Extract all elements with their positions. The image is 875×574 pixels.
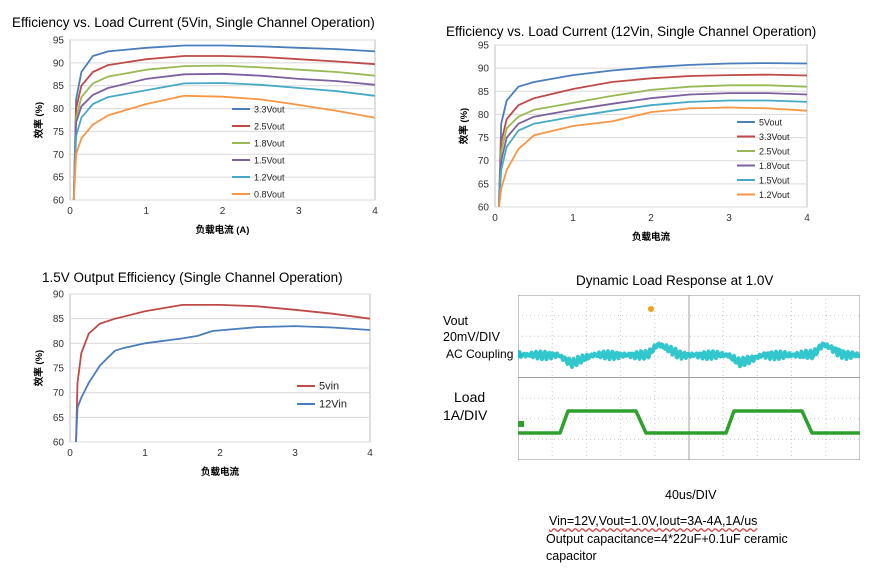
x-tick-label: 2 xyxy=(217,448,223,459)
chart3-title: 1.5V Output Efficiency (Single Channel O… xyxy=(42,270,343,285)
vout-label: Vout xyxy=(443,314,469,328)
legend-label: 2.5Vout xyxy=(254,122,285,132)
y-tick-label: 70 xyxy=(53,388,65,399)
chart2-plot: 60 65 70 75 80 85 90 95 0 1 2 3 4 负载电流 效率 (%) 5Vout 3.3V… xyxy=(458,41,810,244)
x-tick-label: 0 xyxy=(67,206,73,217)
legend-label: 1.2Vout xyxy=(254,173,285,183)
chart1-title: Efficiency vs. Load Current (5Vin, Singl… xyxy=(12,15,375,30)
x-tick-label: 1 xyxy=(143,206,149,217)
y-tick-label: 85 xyxy=(53,81,65,92)
y-axis-label: 效率 (%) xyxy=(33,350,45,386)
legend-label: 5vin xyxy=(319,381,339,393)
x-tick-label: 1 xyxy=(142,448,148,459)
y-tick-label: 95 xyxy=(53,36,65,47)
x-tick-label: 1 xyxy=(570,213,576,224)
vout-trace xyxy=(518,341,860,369)
y-tick-label: 60 xyxy=(478,203,490,214)
legend-label: 12Vin xyxy=(319,399,347,411)
conditions-text1: Vin=12V,Vout=1.0V,Iout=3A-4A,1A/us xyxy=(549,514,758,528)
x-axis-label: 负载电流 xyxy=(632,231,671,243)
x-axis-label: 负载电流 xyxy=(201,466,240,478)
legend-label: 1.5Vout xyxy=(254,156,285,166)
x-tick-label: 4 xyxy=(367,448,373,459)
y-tick-label: 85 xyxy=(478,87,490,98)
legend-label: 3.3Vout xyxy=(254,105,285,115)
y-tick-label: 75 xyxy=(53,364,65,375)
series-line-2.5vout xyxy=(498,84,808,208)
y-tick-label: 80 xyxy=(53,104,65,115)
scope-title: Dynamic Load Response at 1.0V xyxy=(576,273,774,288)
y-tick-label: 70 xyxy=(478,156,490,167)
y-axis-label: 效率 (%) xyxy=(33,102,45,138)
y-tick-label: 90 xyxy=(478,64,490,75)
y-tick-label: 70 xyxy=(53,150,65,161)
y-tick-label: 80 xyxy=(478,110,490,121)
conditions-line2: Output capacitance=4*22uF+0.1uF ceramic xyxy=(546,532,788,546)
plot-area xyxy=(69,39,376,201)
y-tick-label: 85 xyxy=(53,314,65,325)
legend-label: 1.8Vout xyxy=(759,161,790,171)
conditions-line1: Vin=12V,Vout=1.0V,Iout=3A-4A,1A/us xyxy=(549,514,757,528)
y-tick-label: 65 xyxy=(478,179,490,190)
x-tick-label: 2 xyxy=(648,213,654,224)
load-channel-marker xyxy=(518,421,524,427)
series-line-5vout xyxy=(498,62,808,208)
scope-screen xyxy=(518,295,860,460)
series-line-2.5vout xyxy=(72,55,376,201)
load-scale: 1A/DIV xyxy=(443,407,488,423)
y-tick-label: 90 xyxy=(53,58,65,69)
series-line-1.5vout xyxy=(498,99,808,208)
time-scale: 40us/DIV xyxy=(665,488,717,502)
load-trace xyxy=(518,409,860,435)
series-line-1.2vout xyxy=(72,82,376,201)
series-line-5vin xyxy=(75,303,371,443)
series-line-1.2vout xyxy=(498,106,808,208)
y-tick-label: 65 xyxy=(53,413,65,424)
x-axis-label: 负载电流 (A) xyxy=(196,224,250,236)
series-line-0.8vout xyxy=(72,94,376,201)
x-tick-label: 0 xyxy=(492,213,498,224)
x-tick-label: 3 xyxy=(292,448,298,459)
legend-label: 1.5Vout xyxy=(759,176,790,186)
series-line-12vin xyxy=(75,325,371,443)
chart2-title: Efficiency vs. Load Current (12Vin, Sing… xyxy=(446,24,817,39)
y-tick-label: 75 xyxy=(478,133,490,144)
load-label: Load xyxy=(454,389,486,405)
vout-scale: 20mV/DIV xyxy=(443,330,500,344)
x-tick-label: 3 xyxy=(296,206,302,217)
legend-label: 3.3Vout xyxy=(759,132,790,142)
vout-channel-marker xyxy=(518,351,524,359)
y-tick-label: 75 xyxy=(53,127,65,138)
legend-label: 1.2Vout xyxy=(759,190,790,200)
coupling-label: AC Coupling xyxy=(446,347,514,361)
chart3-plot: 60 65 70 75 80 85 90 0 1 2 3 4 负载电流 效率 (%) 5vin 12Vin xyxy=(33,290,373,479)
x-tick-label: 3 xyxy=(726,213,732,224)
legend-label: 0.8Vout xyxy=(254,190,285,200)
y-tick-label: 65 xyxy=(53,173,65,184)
conditions-line3: capacitor xyxy=(546,549,597,563)
y-axis-label: 效率 (%) xyxy=(458,108,470,144)
y-tick-label: 80 xyxy=(53,339,65,350)
series-line-1.8vout xyxy=(498,92,808,208)
series-line-1.5vout xyxy=(72,72,376,201)
x-tick-label: 4 xyxy=(804,213,810,224)
trigger-marker xyxy=(648,306,654,312)
y-tick-label: 90 xyxy=(53,290,65,301)
legend-label: 2.5Vout xyxy=(759,147,790,157)
series-line-3.3vout xyxy=(498,73,808,208)
x-tick-label: 4 xyxy=(372,206,378,217)
y-tick-label: 95 xyxy=(478,41,490,52)
series-line-1.8vout xyxy=(72,64,376,201)
legend-label: 1.8Vout xyxy=(254,139,285,149)
y-tick-label: 60 xyxy=(53,438,65,449)
y-tick-label: 60 xyxy=(53,196,65,207)
x-tick-label: 2 xyxy=(220,206,226,217)
legend-label: 5Vout xyxy=(759,118,783,128)
x-tick-label: 0 xyxy=(67,448,73,459)
chart1-plot: 60 65 70 75 80 85 90 95 0 1 2 3 4 负载电流 (A) 效率 (%) 3.3Vo… xyxy=(33,36,378,237)
series-line-3.3vout xyxy=(72,44,376,201)
